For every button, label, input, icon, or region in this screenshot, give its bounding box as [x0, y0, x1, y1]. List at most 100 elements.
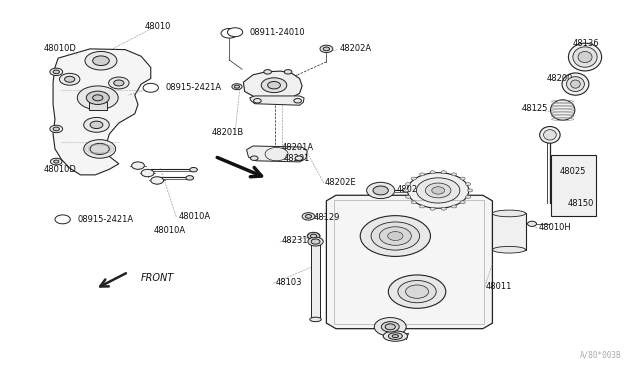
- Circle shape: [261, 78, 287, 93]
- Circle shape: [367, 182, 395, 199]
- Bar: [311, 243, 320, 320]
- Circle shape: [465, 183, 470, 186]
- Ellipse shape: [578, 51, 592, 62]
- Circle shape: [186, 176, 193, 180]
- Circle shape: [84, 140, 116, 158]
- Text: 48025: 48025: [560, 167, 586, 176]
- Circle shape: [221, 29, 237, 38]
- Text: 48201A: 48201A: [282, 142, 314, 151]
- Circle shape: [426, 183, 451, 198]
- Circle shape: [404, 189, 409, 192]
- Text: 48025: 48025: [397, 185, 423, 194]
- Circle shape: [441, 171, 446, 174]
- Text: 48010D: 48010D: [44, 165, 77, 174]
- Text: 48010D: 48010D: [44, 44, 77, 53]
- Circle shape: [284, 70, 292, 74]
- Ellipse shape: [492, 210, 525, 217]
- Polygon shape: [250, 96, 304, 105]
- Circle shape: [50, 68, 63, 76]
- Circle shape: [373, 186, 388, 195]
- Circle shape: [53, 127, 60, 131]
- Circle shape: [227, 28, 243, 37]
- Ellipse shape: [571, 80, 580, 88]
- Circle shape: [320, 45, 333, 52]
- Circle shape: [380, 227, 412, 245]
- Circle shape: [114, 80, 124, 86]
- Text: W: W: [60, 217, 66, 222]
- Circle shape: [465, 195, 470, 198]
- Bar: [89, 102, 107, 110]
- Circle shape: [90, 121, 103, 129]
- Text: 48201: 48201: [284, 154, 310, 163]
- Polygon shape: [53, 49, 151, 175]
- Circle shape: [86, 91, 109, 105]
- Circle shape: [385, 324, 396, 330]
- Circle shape: [406, 195, 411, 198]
- Circle shape: [430, 171, 435, 174]
- Circle shape: [406, 285, 429, 298]
- Text: 48125: 48125: [521, 104, 548, 113]
- Ellipse shape: [310, 317, 321, 322]
- Circle shape: [294, 99, 301, 103]
- Circle shape: [141, 169, 154, 177]
- Circle shape: [460, 177, 465, 180]
- Circle shape: [234, 85, 239, 88]
- Ellipse shape: [566, 77, 584, 92]
- Circle shape: [93, 56, 109, 65]
- Circle shape: [50, 125, 63, 133]
- Text: 48103: 48103: [275, 278, 302, 287]
- Circle shape: [85, 51, 117, 70]
- Circle shape: [441, 207, 446, 210]
- Text: 08915-2421A: 08915-2421A: [77, 215, 134, 224]
- Circle shape: [411, 201, 416, 204]
- Circle shape: [77, 86, 118, 110]
- Text: N: N: [232, 30, 237, 35]
- Circle shape: [84, 118, 109, 132]
- Circle shape: [388, 232, 403, 240]
- Ellipse shape: [562, 73, 589, 95]
- Circle shape: [51, 158, 62, 165]
- Circle shape: [452, 173, 457, 176]
- Circle shape: [467, 189, 472, 192]
- Text: A/80*003B: A/80*003B: [580, 350, 621, 359]
- Circle shape: [151, 177, 164, 184]
- Circle shape: [388, 275, 446, 308]
- Circle shape: [65, 76, 75, 82]
- Ellipse shape: [392, 335, 399, 337]
- Circle shape: [143, 83, 159, 92]
- Circle shape: [250, 156, 258, 160]
- Circle shape: [308, 237, 323, 246]
- Circle shape: [420, 173, 425, 176]
- Text: N: N: [227, 30, 232, 36]
- Circle shape: [406, 183, 411, 186]
- Text: 08911-24010: 08911-24010: [250, 28, 305, 37]
- Text: 08915-2421A: 08915-2421A: [166, 83, 221, 92]
- Circle shape: [305, 215, 312, 218]
- Text: 48010A: 48010A: [178, 212, 211, 221]
- Circle shape: [55, 215, 70, 224]
- Circle shape: [381, 322, 399, 332]
- Text: 48136: 48136: [572, 39, 599, 48]
- Circle shape: [90, 143, 109, 154]
- Circle shape: [430, 207, 435, 210]
- Circle shape: [311, 239, 320, 244]
- Text: 48150: 48150: [568, 199, 594, 208]
- Circle shape: [398, 280, 436, 303]
- Circle shape: [371, 222, 420, 250]
- Circle shape: [232, 84, 242, 90]
- Polygon shape: [246, 146, 307, 162]
- Circle shape: [54, 160, 59, 163]
- Bar: [334, 200, 484, 324]
- Polygon shape: [307, 233, 320, 239]
- Text: FRONT: FRONT: [141, 273, 175, 283]
- Ellipse shape: [568, 43, 602, 71]
- Circle shape: [527, 221, 536, 227]
- Circle shape: [374, 318, 406, 336]
- Text: 48202E: 48202E: [324, 178, 356, 187]
- Circle shape: [295, 156, 303, 160]
- Circle shape: [189, 167, 197, 172]
- Circle shape: [53, 70, 60, 74]
- Circle shape: [253, 99, 261, 103]
- Text: 48011: 48011: [486, 282, 513, 291]
- Circle shape: [302, 213, 315, 220]
